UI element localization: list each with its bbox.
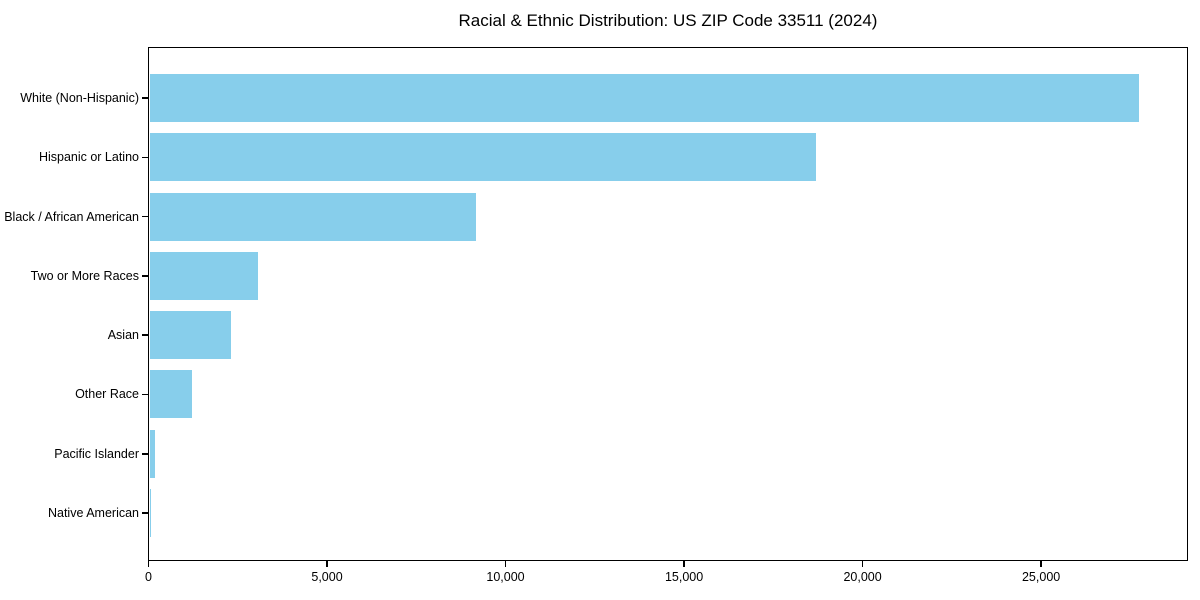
x-tick-mark xyxy=(683,561,685,567)
y-tick-label-asian: Asian xyxy=(107,328,139,343)
y-tick-label-white-non-hispanic: White (Non-Hispanic) xyxy=(20,90,139,105)
y-tick-mark xyxy=(141,215,149,218)
y-tick-mark xyxy=(141,453,149,455)
y-tick-mark xyxy=(141,334,149,336)
y-tick-mark xyxy=(141,97,149,99)
bar-asian xyxy=(150,311,232,360)
x-tick-mark xyxy=(861,561,864,567)
y-tick-mark xyxy=(141,393,149,396)
y-tick-label-black-african-american: Black / African American xyxy=(4,209,139,224)
x-tick-label-0: 0 xyxy=(145,570,152,584)
bar-other-race xyxy=(150,370,192,419)
bar-pacific-islander xyxy=(150,429,155,478)
y-tick-mark xyxy=(141,275,149,277)
y-tick-label-native-american: Native American xyxy=(47,506,139,521)
bar-black-african-american xyxy=(150,192,477,241)
y-tick-mark xyxy=(141,156,149,158)
bar-hispanic-or-latino xyxy=(150,133,816,182)
plot-area xyxy=(148,47,1188,561)
y-tick-label-hispanic-or-latino: Hispanic or Latino xyxy=(38,150,139,165)
x-tick-label-5000: 5,000 xyxy=(311,570,343,584)
x-tick-label-20000: 20,000 xyxy=(843,570,882,584)
y-tick-mark xyxy=(141,512,149,514)
bar-native-american xyxy=(150,489,151,538)
x-tick-label-10000: 10,000 xyxy=(486,570,525,584)
x-tick-mark xyxy=(1040,561,1042,567)
x-tick-mark xyxy=(147,561,150,567)
x-tick-label-25000: 25,000 xyxy=(1021,570,1061,584)
y-tick-label-other-race: Other Race xyxy=(75,387,139,402)
y-tick-label-two-or-more-races: Two or More Races xyxy=(30,268,139,283)
chart-title: Racial & Ethnic Distribution: US ZIP Cod… xyxy=(458,11,878,30)
bar-two-or-more-races xyxy=(150,251,258,300)
x-tick-mark xyxy=(504,561,507,567)
x-tick-label-15000: 15,000 xyxy=(664,570,704,584)
bar-white-non-hispanic xyxy=(150,73,1139,122)
x-tick-mark xyxy=(326,561,328,567)
y-tick-label-pacific-islander: Pacific Islander xyxy=(54,446,139,461)
